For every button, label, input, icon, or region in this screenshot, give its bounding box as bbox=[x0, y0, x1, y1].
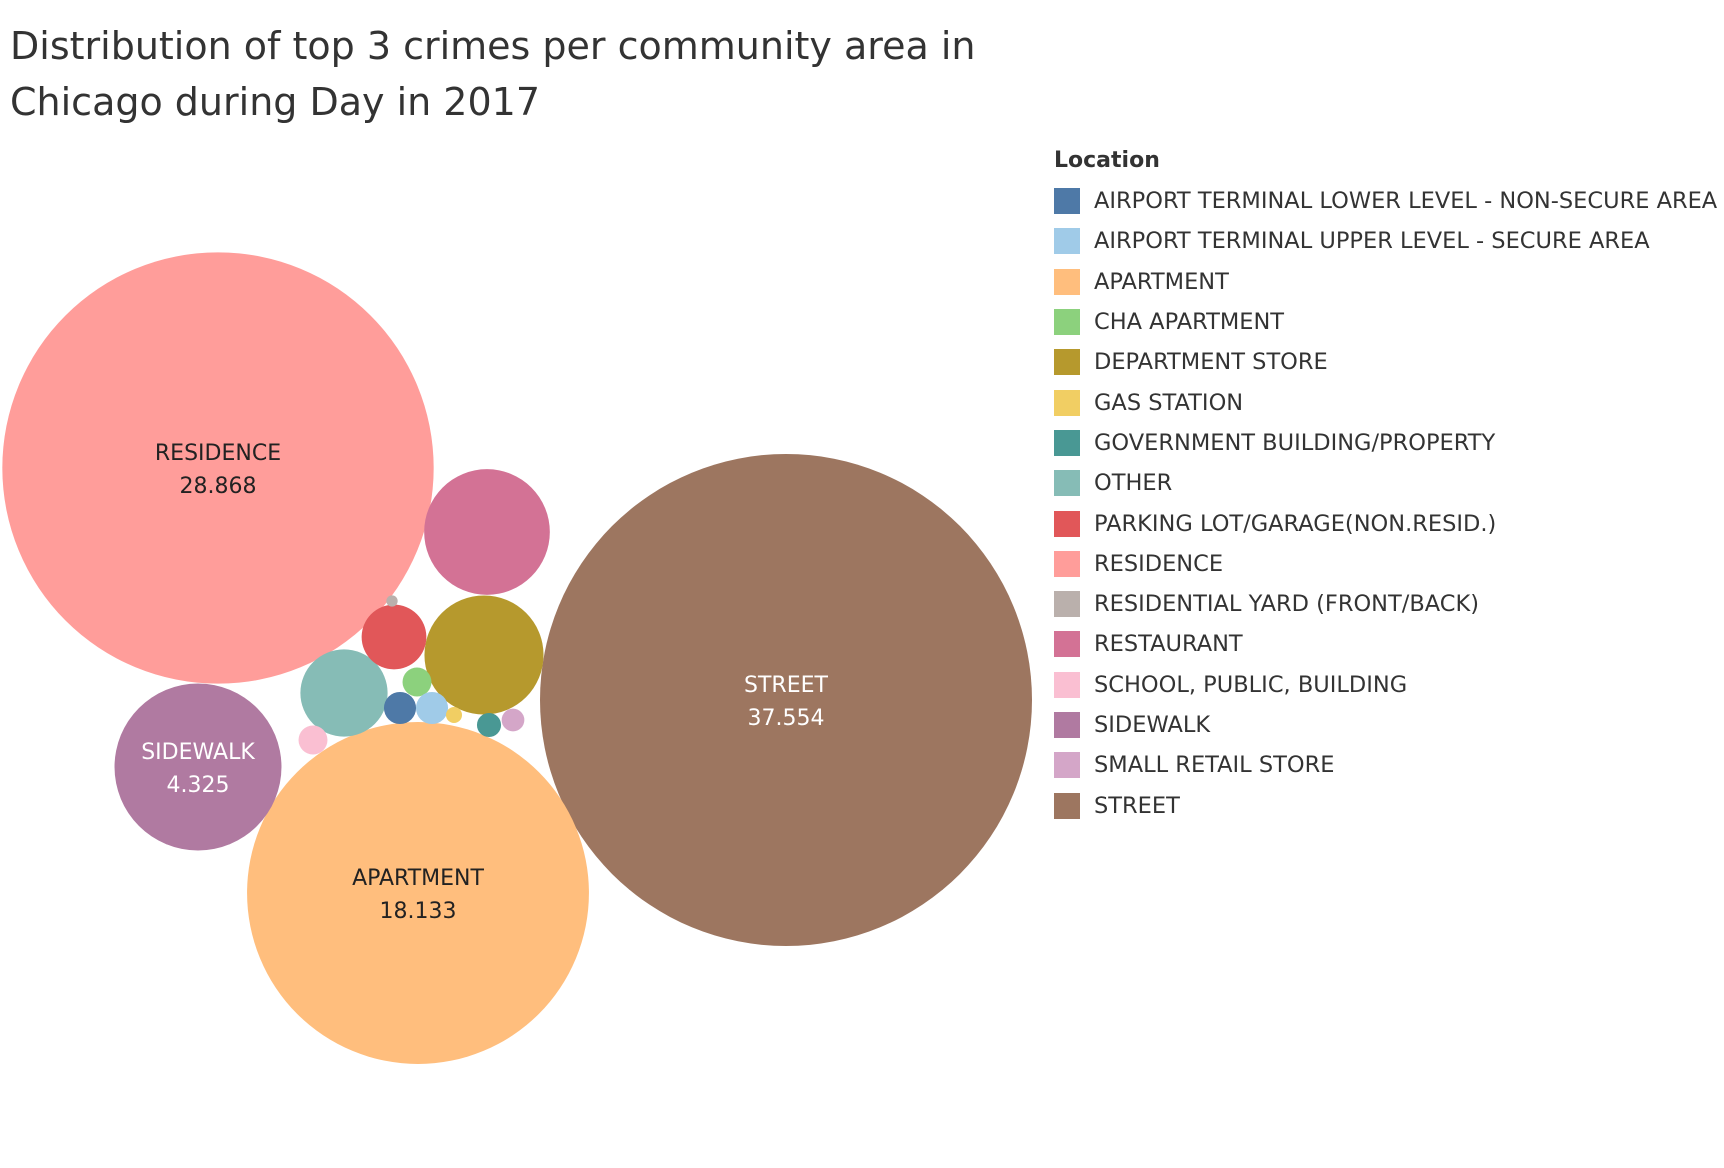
legend-swatch bbox=[1054, 228, 1080, 255]
bubble-label: SIDEWALK bbox=[141, 740, 255, 765]
bubble-sidewalk[interactable] bbox=[114, 683, 282, 851]
legend-item[interactable]: AIRPORT TERMINAL LOWER LEVEL - NON-SECUR… bbox=[1054, 181, 1717, 221]
bubble-small-retail-store[interactable] bbox=[501, 708, 525, 732]
legend-swatch bbox=[1054, 712, 1080, 738]
legend-label: AIRPORT TERMINAL UPPER LEVEL - SECURE AR… bbox=[1094, 228, 1650, 255]
legend-swatch bbox=[1054, 268, 1080, 295]
legend-label: GOVERNMENT BUILDING/PROPERTY bbox=[1094, 429, 1496, 456]
legend-label: GAS STATION bbox=[1094, 389, 1244, 416]
legend-label: APARTMENT bbox=[1094, 268, 1229, 295]
legend-item[interactable]: DEPARTMENT STORE bbox=[1054, 342, 1717, 382]
legend-item[interactable]: SCHOOL, PUBLIC, BUILDING bbox=[1054, 665, 1717, 705]
legend-swatch bbox=[1054, 550, 1080, 577]
chart-title: Distribution of top 3 crimes per communi… bbox=[10, 18, 1010, 130]
legend-label: PARKING LOT/GARAGE(NON.RESID.) bbox=[1094, 510, 1497, 537]
legend-swatch bbox=[1054, 792, 1080, 819]
bubble-department-store[interactable] bbox=[424, 595, 544, 715]
bubble-parking-lot-garage-non-resid[interactable] bbox=[361, 604, 427, 670]
bubble-government-building-property[interactable] bbox=[476, 712, 502, 738]
legend-items: AIRPORT TERMINAL LOWER LEVEL - NON-SECUR… bbox=[1054, 181, 1717, 826]
bubble-restaurant[interactable] bbox=[424, 469, 550, 595]
bubble-chart: STREET 37.554 RESIDENCE 28.868 APARTMENT 18.1… bbox=[2, 252, 1032, 1064]
legend: Location AIRPORT TERMINAL LOWER LEVEL - … bbox=[1054, 148, 1717, 826]
legend-item[interactable]: RESIDENTIAL YARD (FRONT/BACK) bbox=[1054, 584, 1717, 624]
legend-item[interactable]: RESIDENCE bbox=[1054, 544, 1717, 584]
legend-label: OTHER bbox=[1094, 470, 1173, 497]
bubble-residential-yard-front-back[interactable] bbox=[386, 595, 398, 607]
bubble-value-label: 28.868 bbox=[180, 474, 257, 499]
legend-label: STREET bbox=[1094, 792, 1180, 819]
legend-item[interactable]: RESTAURANT bbox=[1054, 624, 1717, 664]
legend-swatch bbox=[1054, 349, 1080, 376]
legend-label: RESIDENCE bbox=[1094, 550, 1224, 577]
bubble-label: STREET bbox=[744, 673, 828, 698]
legend-label: SMALL RETAIL STORE bbox=[1094, 752, 1335, 779]
legend-item[interactable]: PARKING LOT/GARAGE(NON.RESID.) bbox=[1054, 503, 1717, 543]
legend-swatch bbox=[1054, 510, 1080, 537]
bubble-cha-apartment[interactable] bbox=[402, 667, 432, 697]
chart-title-line-1: Distribution of top 3 crimes per communi… bbox=[10, 24, 976, 68]
bubble-airport-terminal-upper-level-secure-area[interactable] bbox=[415, 691, 449, 725]
legend-swatch bbox=[1054, 591, 1080, 618]
legend-label: SCHOOL, PUBLIC, BUILDING bbox=[1094, 671, 1408, 698]
legend-item[interactable]: STREET bbox=[1054, 785, 1717, 825]
legend-item[interactable]: GOVERNMENT BUILDING/PROPERTY bbox=[1054, 423, 1717, 463]
bubble-value-label: 4.325 bbox=[167, 773, 230, 798]
bubble-label: RESIDENCE bbox=[155, 441, 281, 466]
bubble-apartment[interactable] bbox=[247, 722, 589, 1064]
legend-label: AIRPORT TERMINAL LOWER LEVEL - NON-SECUR… bbox=[1094, 188, 1718, 215]
bubble-value-label: 37.554 bbox=[748, 706, 825, 731]
legend-item[interactable]: CHA APARTMENT bbox=[1054, 302, 1717, 342]
bubble-other[interactable] bbox=[300, 649, 388, 737]
legend-swatch bbox=[1054, 470, 1080, 497]
bubble-airport-terminal-lower-level-non-secure-area[interactable] bbox=[383, 691, 417, 725]
legend-swatch bbox=[1054, 188, 1080, 215]
legend-item[interactable]: APARTMENT bbox=[1054, 262, 1717, 302]
legend-swatch bbox=[1054, 389, 1080, 416]
legend-label: SIDEWALK bbox=[1094, 712, 1211, 738]
legend-item[interactable]: SIDEWALK bbox=[1054, 705, 1717, 745]
legend-item[interactable]: OTHER bbox=[1054, 463, 1717, 503]
bubble-school-public-building[interactable] bbox=[298, 725, 328, 755]
legend-label: DEPARTMENT STORE bbox=[1094, 349, 1328, 376]
bubble-street[interactable] bbox=[540, 454, 1032, 946]
legend-label: RESTAURANT bbox=[1094, 631, 1243, 658]
legend-swatch bbox=[1054, 671, 1080, 698]
legend-item[interactable]: GAS STATION bbox=[1054, 382, 1717, 422]
legend-label: RESIDENTIAL YARD (FRONT/BACK) bbox=[1094, 591, 1479, 618]
legend-item[interactable]: SMALL RETAIL STORE bbox=[1054, 745, 1717, 785]
legend-swatch bbox=[1054, 429, 1080, 456]
bubble-label: APARTMENT bbox=[352, 866, 484, 891]
legend-swatch bbox=[1054, 309, 1080, 336]
bubble-residence[interactable] bbox=[2, 252, 434, 684]
legend-swatch bbox=[1054, 752, 1080, 779]
legend-item[interactable]: AIRPORT TERMINAL UPPER LEVEL - SECURE AR… bbox=[1054, 221, 1717, 261]
legend-label: CHA APARTMENT bbox=[1094, 309, 1285, 336]
bubble-value-label: 18.133 bbox=[380, 899, 457, 924]
chart-title-line-2: Chicago during Day in 2017 bbox=[10, 80, 541, 124]
legend-swatch bbox=[1054, 631, 1080, 658]
legend-title: Location bbox=[1054, 148, 1160, 173]
bubble-gas-station[interactable] bbox=[445, 706, 463, 724]
